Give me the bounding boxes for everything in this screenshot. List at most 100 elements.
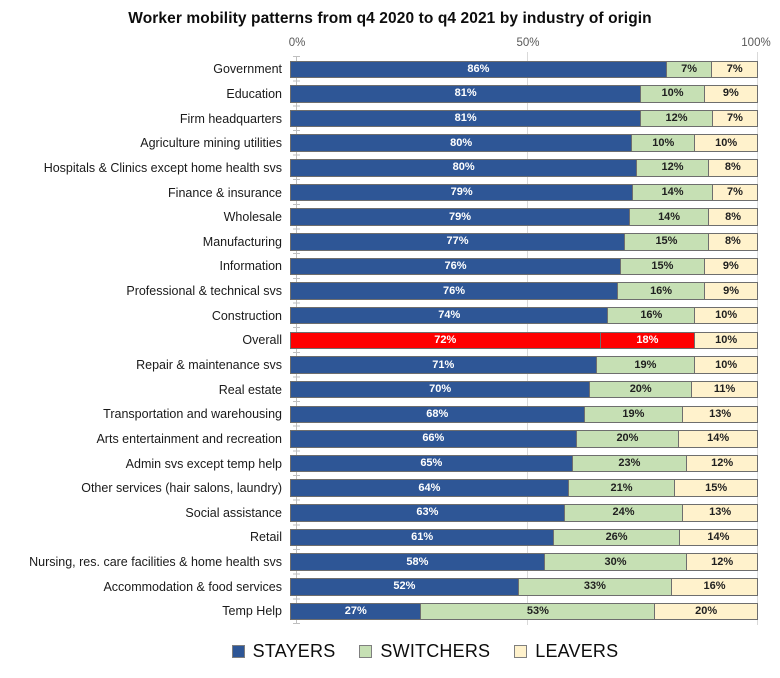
stayers-segment: 77% xyxy=(290,233,626,251)
switchers-value: 53% xyxy=(526,604,549,617)
switchers-value: 19% xyxy=(622,407,645,420)
stacked-bar: 80% 10% 10% xyxy=(290,134,759,152)
stayers-value: 65% xyxy=(420,457,443,470)
leavers-value: 10% xyxy=(715,358,738,371)
stayers-segment: 61% xyxy=(290,528,555,547)
industry-label: Firm headquarters xyxy=(179,111,282,126)
industry-row: Admin svs except temp help 65% 23% 12% xyxy=(0,451,780,476)
industry-row: Repair & maintenance svs 71% 19% 10% xyxy=(0,353,780,378)
stayers-value: 76% xyxy=(444,259,467,272)
industry-label: Other services (hair salons, laundry) xyxy=(81,481,282,496)
leavers-value: 10% xyxy=(715,309,738,322)
stayers-segment: 63% xyxy=(290,504,565,522)
switchers-value: 33% xyxy=(583,580,606,593)
switchers-segment: 23% xyxy=(571,454,688,473)
stayers-swatch-icon xyxy=(231,645,245,658)
plot-area: Government 86% 7% 7% Education 81% 10% 9… xyxy=(0,52,780,625)
industry-row: Construction 74% 16% 10% xyxy=(0,303,780,328)
stayers-value: 77% xyxy=(446,235,469,248)
industry-label: Nursing, res. care facilities & home hea… xyxy=(29,555,282,570)
stacked-bar: 76% 15% 9% xyxy=(290,257,758,276)
leavers-value: 10% xyxy=(715,136,738,149)
stayers-value: 61% xyxy=(411,530,434,543)
stayers-value: 66% xyxy=(422,432,445,445)
leavers-value: 8% xyxy=(724,161,741,174)
stacked-bar: 86% 7% 7% xyxy=(290,60,759,79)
leavers-value: 13% xyxy=(709,407,732,420)
leavers-segment: 7% xyxy=(711,60,759,79)
stayers-value: 81% xyxy=(454,87,477,100)
switchers-value: 16% xyxy=(640,309,663,322)
leavers-segment: 10% xyxy=(694,306,759,325)
leavers-value: 9% xyxy=(722,87,739,100)
switchers-segment: 21% xyxy=(567,479,676,497)
switchers-value: 20% xyxy=(629,383,652,396)
stacked-bar: 80% 12% 8% xyxy=(290,159,758,177)
stacked-bar: 70% 20% 11% xyxy=(290,380,758,399)
stacked-bar: 79% 14% 8% xyxy=(290,208,758,226)
switchers-segment: 20% xyxy=(575,430,680,448)
switchers-value: 10% xyxy=(652,136,675,149)
legend-item-leavers: LEAVERS xyxy=(514,641,618,662)
leavers-segment: 9% xyxy=(704,282,758,300)
stayers-segment: 74% xyxy=(290,306,609,325)
leavers-value: 15% xyxy=(705,481,728,494)
industry-row: Temp Help 27% 53% 20% xyxy=(0,599,780,624)
x-axis-tick-100: 100% xyxy=(741,37,771,49)
stacked-bar: 63% 24% 13% xyxy=(290,504,759,522)
switchers-segment: 19% xyxy=(595,356,696,374)
leavers-value: 9% xyxy=(722,259,739,272)
stayers-value: 76% xyxy=(443,284,466,297)
stayers-value: 64% xyxy=(418,481,441,494)
stacked-bar: 76% 16% 9% xyxy=(290,282,758,300)
industry-label: Professional & technical svs xyxy=(126,284,282,299)
x-axis-tick-50: 50% xyxy=(516,37,540,49)
stacked-bar: 79% 14% 7% xyxy=(290,183,758,202)
chart-title: Worker mobility patterns from q4 2020 to… xyxy=(128,10,652,27)
switchers-value: 7% xyxy=(681,62,698,75)
leavers-segment: 14% xyxy=(678,528,758,547)
leavers-segment: 15% xyxy=(674,479,758,497)
stayers-segment: 80% xyxy=(290,134,633,152)
leavers-segment: 7% xyxy=(711,183,758,202)
stayers-segment: 80% xyxy=(290,159,638,177)
leavers-value: 12% xyxy=(711,457,734,470)
leavers-segment: 9% xyxy=(703,257,758,276)
leavers-segment: 10% xyxy=(694,331,759,350)
switchers-segment: 14% xyxy=(632,183,713,202)
industry-label: Wholesale xyxy=(223,210,282,225)
leavers-swatch-icon xyxy=(514,645,528,658)
legend-label-stayers: STAYERS xyxy=(252,641,336,661)
switchers-value: 15% xyxy=(655,235,678,248)
switchers-value: 24% xyxy=(612,506,635,519)
legend-item-switchers: SWITCHERS xyxy=(359,641,490,662)
industry-row: Real estate 70% 20% 11% xyxy=(0,377,780,402)
stacked-bar: 81% 12% 7% xyxy=(290,109,758,128)
industry-row: Education 81% 10% 9% xyxy=(0,82,780,107)
leavers-segment: 8% xyxy=(707,159,758,177)
switchers-value: 10% xyxy=(661,87,684,100)
stacked-bar: 68% 19% 13% xyxy=(290,405,759,424)
switchers-value: 14% xyxy=(661,186,684,199)
stacked-bar: 52% 33% 16% xyxy=(290,578,758,596)
industry-label: Retail xyxy=(250,530,282,545)
stayers-value: 63% xyxy=(416,506,439,519)
switchers-segment: 26% xyxy=(553,528,680,547)
leavers-value: 13% xyxy=(709,506,732,519)
legend-item-stayers: STAYERS xyxy=(231,641,336,662)
switchers-segment: 12% xyxy=(640,109,713,128)
leavers-value: 20% xyxy=(695,604,718,617)
leavers-value: 7% xyxy=(726,62,743,75)
stayers-value: 27% xyxy=(344,604,367,617)
industry-label: Arts entertainment and recreation xyxy=(96,431,282,446)
stayers-segment: 81% xyxy=(290,85,642,103)
switchers-value: 12% xyxy=(661,161,684,174)
leavers-value: 16% xyxy=(703,580,726,593)
switchers-swatch-icon xyxy=(359,645,373,658)
switchers-segment: 16% xyxy=(607,306,696,325)
industry-label: Overall xyxy=(242,333,282,348)
industry-row: Nursing, res. care facilities & home hea… xyxy=(0,550,780,575)
legend: STAYERS SWITCHERS LEAVERS xyxy=(0,641,780,662)
x-axis-tick-0: 0% xyxy=(288,37,306,49)
switchers-segment: 7% xyxy=(665,60,713,79)
